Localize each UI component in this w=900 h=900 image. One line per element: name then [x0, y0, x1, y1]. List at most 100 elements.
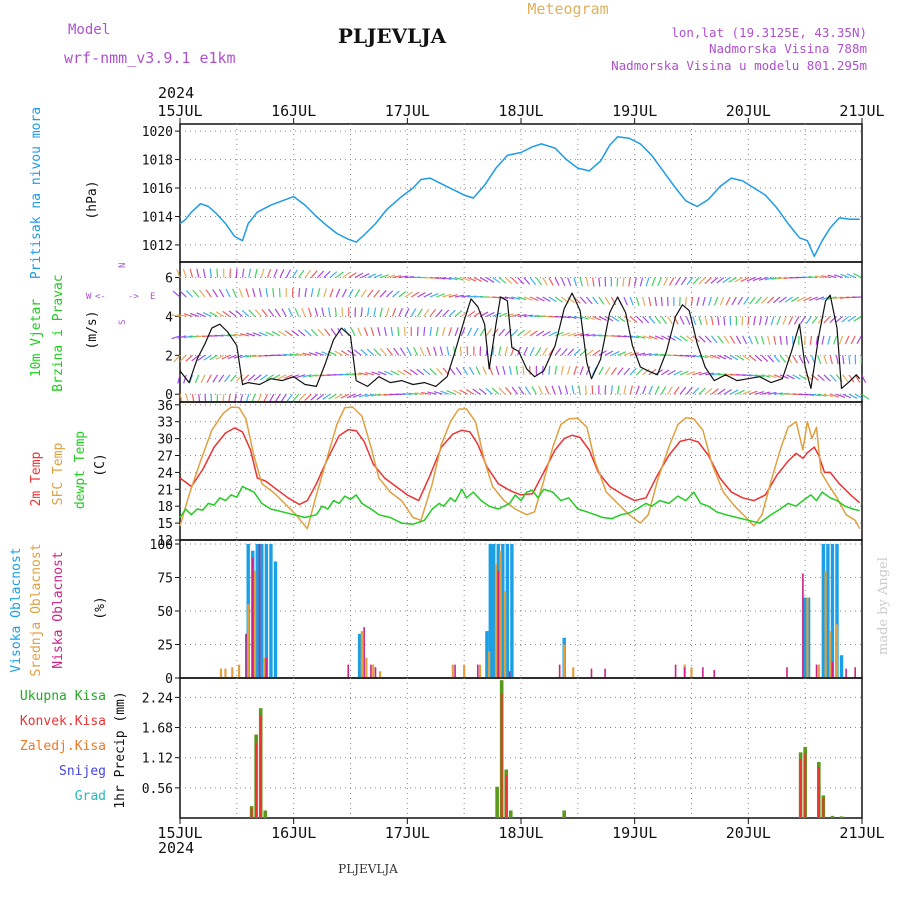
wind-arrow — [673, 370, 683, 376]
wind-arrow — [578, 385, 581, 395]
wind-arrow — [636, 352, 646, 356]
wind-arrow — [467, 310, 476, 317]
cloud-bar — [505, 544, 510, 678]
footer-station: PLJEVLJA — [338, 862, 398, 876]
wind-arrow — [360, 289, 367, 298]
wind-arrow — [642, 368, 650, 376]
temperature-series-2m-temp — [179, 427, 861, 506]
wind-arrow — [196, 312, 206, 317]
wind-arrow — [860, 374, 867, 383]
wind-arrow — [404, 276, 415, 279]
wind-arrow — [585, 366, 591, 376]
wind-arrow — [674, 277, 681, 286]
wind-arrow — [224, 374, 231, 383]
cloud-bar — [370, 664, 372, 678]
wind-arrow — [579, 296, 587, 304]
wind-arrow — [779, 354, 787, 363]
wind-arrow — [301, 307, 306, 317]
precip-bar — [562, 810, 566, 818]
wind-arrow — [719, 296, 725, 306]
wind-arrow — [177, 313, 187, 318]
wind-arrow — [271, 374, 281, 380]
wind-arrow — [511, 386, 519, 395]
wind-arrow — [190, 312, 199, 318]
cloud-unit: (%) — [93, 596, 108, 619]
cloud-bar — [238, 664, 241, 678]
wind-arrow — [373, 289, 381, 298]
wind-arrow — [510, 329, 519, 337]
wind-arrow — [504, 346, 508, 356]
wind-arrow — [461, 295, 471, 298]
wind-arrow — [308, 352, 318, 356]
cloud-bar — [347, 664, 350, 678]
wind-arrow — [617, 351, 627, 356]
wind-arrow — [460, 327, 466, 337]
wind-arrow — [346, 373, 356, 376]
wind-arrow — [252, 332, 262, 337]
wind-arrow — [748, 335, 753, 345]
time-axis-bottom: 15JUL 16JUL 17JUL 18JUL 19JUL 20JUL 21JUL — [157, 818, 885, 842]
time-label-top: 16JUL — [271, 102, 316, 120]
wind-arrow — [354, 272, 364, 279]
wind-arrow — [861, 393, 870, 400]
wind-arrow — [648, 316, 656, 324]
wind-arrow — [448, 294, 458, 298]
wind-arrow — [396, 369, 406, 376]
wind-arrow — [536, 296, 545, 302]
wind-arrow — [598, 315, 608, 321]
wind-arrow — [827, 274, 837, 279]
wind-arrow — [268, 393, 275, 403]
pressure-ytick-label: 1012 — [142, 239, 173, 254]
wind-arrow — [585, 349, 594, 356]
cloud-bar — [451, 664, 454, 678]
wind-arrow — [316, 288, 321, 298]
wind-arrow — [798, 374, 807, 381]
wind-arrow — [758, 276, 768, 281]
wind-arrow — [770, 316, 775, 326]
wind-arrow — [398, 290, 407, 298]
wind-arrow — [827, 335, 831, 345]
wind-arrow — [179, 354, 187, 363]
wind-arrow — [310, 328, 318, 337]
wind-arrow — [779, 335, 783, 345]
time-label-top: 17JUL — [385, 102, 430, 120]
temperature-ytick-label: 18 — [157, 500, 173, 515]
wind-arrow — [717, 354, 727, 360]
wind-arrow — [692, 316, 697, 326]
wind-arrow — [465, 388, 475, 395]
wind-arrow — [454, 310, 463, 317]
wind-arrow — [239, 333, 249, 337]
wind-arrow — [206, 374, 212, 383]
wind-arrow — [482, 366, 487, 376]
wind-arrow — [742, 335, 748, 345]
wind-arrow — [232, 288, 237, 298]
wind-arrow — [610, 367, 618, 376]
wind-panel: 0 2 4 6 — [165, 261, 870, 404]
wind-arrow — [679, 316, 685, 325]
wind-arrow — [233, 333, 243, 337]
wind-arrow — [535, 277, 542, 286]
wind-arrow — [238, 288, 244, 298]
wind-arrow — [502, 365, 506, 375]
wind-arrow — [841, 315, 850, 323]
wind-arrow — [782, 316, 787, 325]
wind-arrow — [651, 277, 656, 287]
wind-arrow — [704, 354, 714, 359]
wind-arrow — [410, 291, 420, 298]
wind-arrow — [725, 296, 731, 306]
time-axis-top: 15JUL 16JUL 17JUL 18JUL 19JUL 20JUL 21JUL — [157, 102, 885, 124]
wind-arrow — [567, 365, 571, 375]
wind-arrow — [390, 326, 394, 336]
wind-arrow — [259, 374, 268, 381]
wind-arrow — [523, 329, 532, 337]
precip-ytick-label: 1.68 — [142, 722, 173, 737]
wind-arrow — [423, 308, 430, 317]
wind-arrow — [748, 354, 757, 362]
wind-arrow — [426, 346, 431, 356]
wind-arrow — [842, 374, 849, 383]
cloud-bar — [477, 664, 479, 678]
wind-arrow — [679, 335, 688, 342]
wind-arrow — [548, 296, 557, 303]
wind-arrow — [406, 347, 412, 356]
wind-arrow — [216, 268, 219, 278]
